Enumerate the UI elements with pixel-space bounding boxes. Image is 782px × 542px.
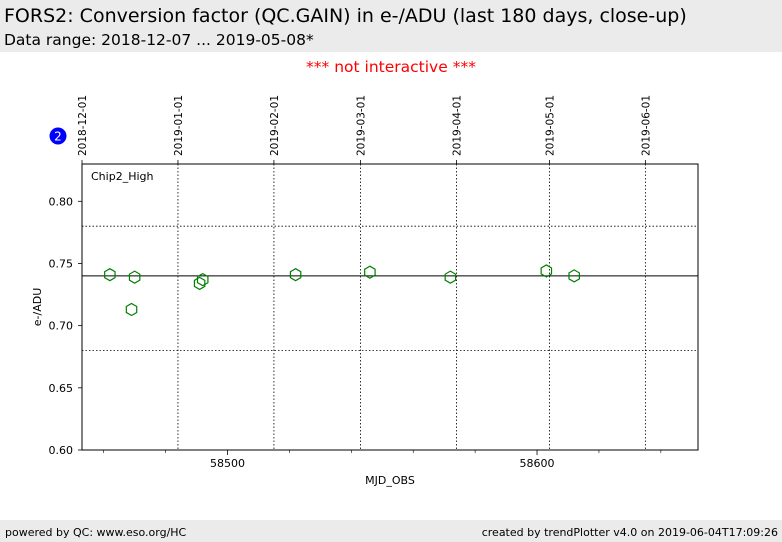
- plot-frame: [81, 163, 699, 451]
- not-interactive-notice: *** not interactive ***: [306, 58, 476, 76]
- data-point: [104, 267, 116, 282]
- date-tick-label: 2019-06-01: [640, 95, 652, 156]
- data-point: [193, 276, 206, 291]
- date-tick-label: 2019-01-01: [173, 95, 185, 156]
- chip-number-badge: [49, 127, 67, 145]
- footer-bar: powered by QC: www.eso.org/HC created by…: [0, 520, 782, 542]
- y-tick-label: 0.60: [49, 444, 74, 457]
- data-point: [289, 267, 302, 282]
- data-point: [364, 265, 376, 279]
- date-tick-label: 2019-04-01: [452, 95, 464, 156]
- data-point: [125, 302, 138, 317]
- data-point: [540, 264, 553, 278]
- panel-label: Chip2_High: [91, 170, 153, 183]
- footer-powered-by: powered by QC: www.eso.org/HC: [5, 526, 187, 539]
- x-axis-label: MJD_OBS: [365, 474, 415, 487]
- footer-created-by: created by trendPlotter v4.0 on 2019-06-…: [481, 526, 778, 539]
- header-bar: FORS2: Conversion factor (QC.GAIN) in e-…: [0, 0, 782, 52]
- x-tick-label: 58500: [210, 457, 245, 470]
- data-range-subtitle: Data range: 2018-12-07 ... 2019-05-08*: [4, 31, 314, 49]
- date-tick-label: 2019-03-01: [356, 95, 368, 156]
- x-tick-label: 58600: [520, 457, 555, 470]
- date-tick-label: 2018-12-01: [77, 95, 89, 156]
- y-axis-label: e-/ADU: [31, 288, 44, 327]
- data-point: [444, 270, 457, 284]
- page-title: FORS2: Conversion factor (QC.GAIN) in e-…: [4, 5, 687, 27]
- data-point: [568, 269, 580, 283]
- data-point: [196, 272, 209, 287]
- date-tick-label: 2019-02-01: [269, 95, 281, 156]
- data-point: [128, 270, 141, 284]
- chip-number-label: 2: [54, 130, 62, 144]
- y-tick-label: 0.80: [49, 195, 74, 208]
- y-tick-label: 0.70: [49, 320, 74, 333]
- date-tick-label: 2019-05-01: [544, 95, 556, 156]
- y-tick-label: 0.75: [49, 257, 74, 270]
- y-tick-label: 0.65: [49, 382, 74, 395]
